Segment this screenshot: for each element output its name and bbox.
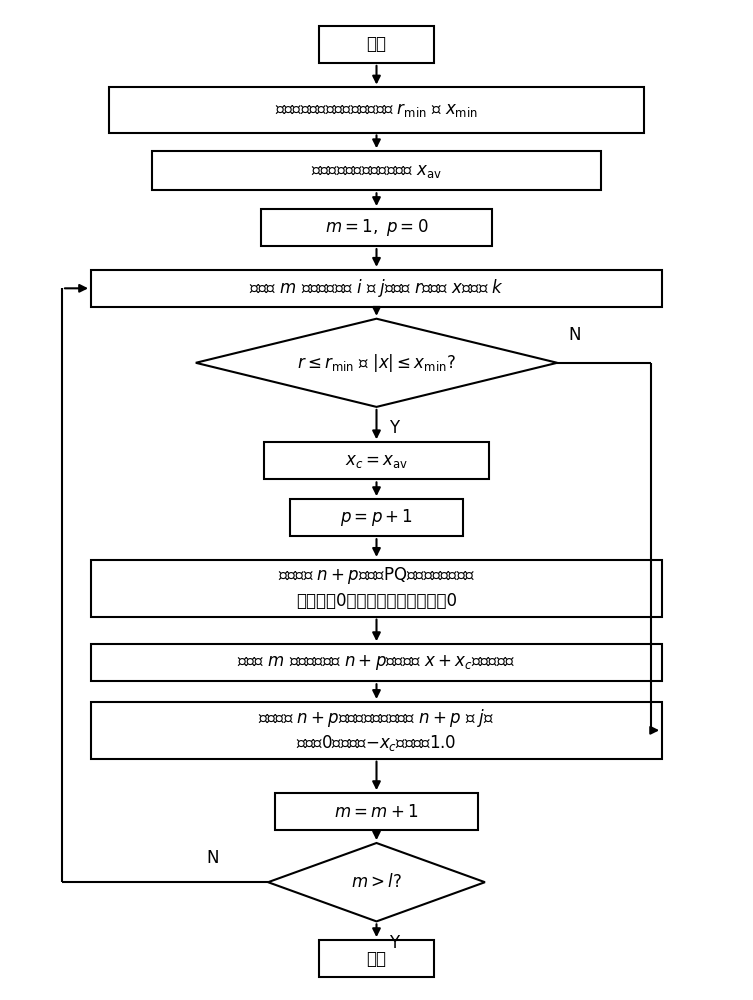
FancyBboxPatch shape [91,644,662,681]
FancyBboxPatch shape [319,940,434,977]
FancyBboxPatch shape [91,702,662,759]
Text: 取支路 $m$ 的首末节点号 $i$ 和 $j$、电阻 $r$、电抗 $x$、变比 $k$: 取支路 $m$ 的首末节点号 $i$ 和 $j$、电阻 $r$、电抗 $x$、变… [249,277,504,299]
Text: N: N [206,849,219,867]
Text: $r\leq r_{\mathrm{min}}$ 且 $|x|\leq x_{\mathrm{min}}$?: $r\leq r_{\mathrm{min}}$ 且 $|x|\leq x_{\… [297,352,456,374]
Text: 设支路 $m$ 的末节点号为 $n+p$、电抗为 $x+x_c$，其它不变: 设支路 $m$ 的末节点号为 $n+p$、电抗为 $x+x_c$，其它不变 [237,653,516,672]
FancyBboxPatch shape [91,270,662,307]
Text: 读入支路数据，设置小阻抗阈值 $r_{\mathrm{min}}$ 和 $x_{\mathrm{min}}$: 读入支路数据，设置小阻抗阈值 $r_{\mathrm{min}}$ 和 $x_{… [275,101,478,119]
FancyBboxPatch shape [276,793,477,830]
Text: 开始: 开始 [367,35,386,53]
Text: 无功设为0，负荷有功和无功设为0: 无功设为0，负荷有功和无功设为0 [296,592,457,610]
Text: N: N [568,326,581,344]
Text: $m=m+1$: $m=m+1$ [334,803,419,821]
Text: $m>l$?: $m>l$? [351,873,402,891]
Text: 增加支路 $n+p$，令其首末节点号为 $n+p$ 和 $j$、: 增加支路 $n+p$，令其首末节点号为 $n+p$ 和 $j$、 [258,707,495,729]
FancyBboxPatch shape [152,151,601,190]
Text: 增加节点 $n+p$，设为PQ节点，电源有功和: 增加节点 $n+p$，设为PQ节点，电源有功和 [278,565,475,586]
Text: Y: Y [389,934,400,952]
Text: 计算电力系统正常电抗均值 $x_{\mathrm{av}}$: 计算电力系统正常电抗均值 $x_{\mathrm{av}}$ [311,162,442,180]
Text: $x_c=x_{\mathrm{av}}$: $x_c=x_{\mathrm{av}}$ [345,452,408,470]
Polygon shape [196,319,557,407]
Text: 电阻为0、电抗为$-x_c$、变比为1.0: 电阻为0、电抗为$-x_c$、变比为1.0 [297,733,456,753]
Text: Y: Y [389,419,400,437]
Polygon shape [268,843,485,921]
FancyBboxPatch shape [319,26,434,63]
Text: $m=1,\ p=0$: $m=1,\ p=0$ [325,217,428,238]
Text: $p=p+1$: $p=p+1$ [340,507,413,528]
Text: 结束: 结束 [367,950,386,968]
FancyBboxPatch shape [109,87,644,132]
FancyBboxPatch shape [261,209,492,246]
FancyBboxPatch shape [91,560,662,617]
FancyBboxPatch shape [264,442,489,479]
FancyBboxPatch shape [290,499,463,536]
